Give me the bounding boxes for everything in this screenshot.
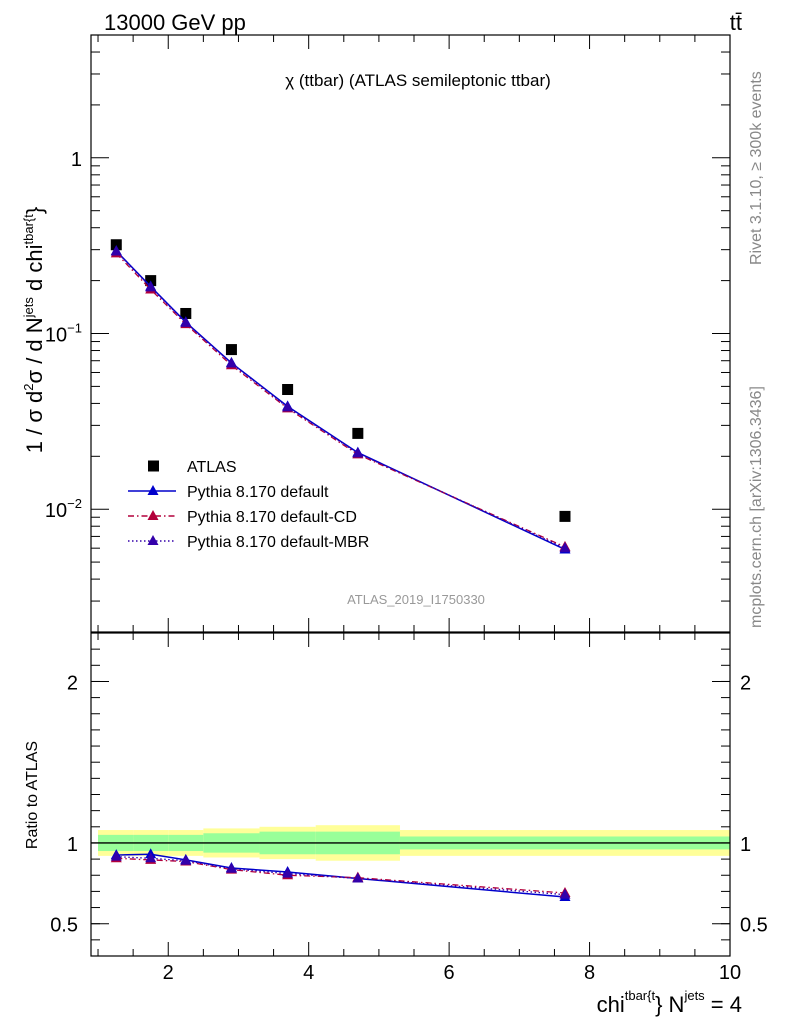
pythia-8-170-default-mbr-point bbox=[352, 447, 364, 458]
ratio-y-tick-label-right: 1 bbox=[740, 834, 751, 856]
ratio-y-tick-label-right: 2 bbox=[740, 672, 751, 694]
main-y-tick-label: 10−2 bbox=[45, 496, 82, 522]
ratio-y-tick-label-left: 2 bbox=[67, 672, 78, 694]
ratio-y-tick-label-right: 0.5 bbox=[740, 915, 768, 937]
ratio-y-axis-label: Ratio to ATLAS bbox=[24, 741, 41, 849]
pythia-8-170-default-mbr-point bbox=[180, 316, 192, 327]
pythia-8-170-default-mbr-point bbox=[110, 245, 122, 256]
pythia-8-170-default-mbr-point bbox=[559, 542, 571, 553]
x-axis-label: chitbar{t} Njets = 4 bbox=[597, 988, 742, 1017]
rivet-label: Rivet 3.1.10, ≥ 300k events bbox=[748, 71, 765, 265]
main-y-tick-label: 10−1 bbox=[45, 321, 82, 347]
legend: ATLAS Pythia 8.170 default Pythia 8.170 de… bbox=[128, 459, 369, 551]
atlas-data-point bbox=[180, 307, 192, 319]
x-tick-label: 8 bbox=[584, 962, 595, 984]
main-plot-title: χ (ttbar) (ATLAS semileptonic ttbar) bbox=[285, 71, 551, 90]
legend-marker-atlas bbox=[148, 460, 159, 472]
ratio-y-tick-label-left: 0.5 bbox=[50, 915, 78, 937]
legend-marker-pythia-8-170-default-mbr bbox=[147, 535, 159, 545]
ratio-pythia-8-170-default-mbr-point bbox=[110, 850, 122, 861]
process-label: tt̄ bbox=[730, 10, 742, 35]
pythia-8-170-default-mbr-point bbox=[225, 357, 237, 368]
main-y-tick-label: 1 bbox=[71, 149, 82, 171]
ratio-pythia-8-170-default-mbr-point bbox=[180, 854, 192, 865]
site-label: mcplots.cern.ch [arXiv:1306.3436] bbox=[748, 386, 765, 628]
ratio-pythia-8-170-default-mbr-point bbox=[145, 852, 157, 863]
ratio-plot-frame bbox=[90, 632, 731, 957]
legend-marker-pythia-8-170-default-cd bbox=[147, 510, 159, 520]
atlas-data-point bbox=[559, 510, 571, 522]
main-y-axis-label: 1 / σ d2σ / d Njets d chitbar{t} bbox=[21, 207, 47, 453]
pythia-8-170-default-line bbox=[115, 250, 566, 551]
analysis-watermark: ATLAS_2019_I1750330 bbox=[347, 592, 485, 607]
atlas-data-point bbox=[225, 344, 237, 356]
main-plot-panel: 1 10−1 10−2 χ (ttbar) (ATLAS semileptonic … bbox=[21, 34, 731, 633]
legend-label: Pythia 8.170 default-CD bbox=[187, 509, 357, 526]
ratio-plot-panel: 0.5 0.5 1 1 2 2 2 4 6 8 10 Ratio to ATLAS chitbar{… bbox=[24, 632, 768, 1017]
atlas-data-point bbox=[352, 427, 364, 439]
x-tick-label: 4 bbox=[303, 962, 314, 984]
legend-label: ATLAS bbox=[187, 459, 237, 476]
ratio-pythia-8-170-default-mbr-point bbox=[282, 867, 294, 878]
pythia-8-170-default-mbr-point bbox=[145, 281, 157, 292]
ratio-y-tick-label-left: 1 bbox=[67, 834, 78, 856]
legend-label: Pythia 8.170 default bbox=[187, 484, 329, 501]
ratio-pythia-8-170-default-mbr-point bbox=[225, 862, 237, 873]
legend-marker-pythia-8-170-default bbox=[147, 485, 159, 495]
ratio-pythia-8-170-default-mbr-point bbox=[559, 888, 571, 899]
energy-label: 13000 GeV pp bbox=[104, 10, 246, 35]
x-tick-label: 2 bbox=[163, 962, 174, 984]
pythia-8-170-default-cd-line bbox=[115, 252, 566, 548]
legend-label: Pythia 8.170 default-MBR bbox=[187, 534, 369, 551]
x-tick-label: 10 bbox=[719, 962, 741, 984]
ratio-pythia-8-170-default-mbr-point bbox=[352, 872, 364, 883]
pythia-8-170-default-mbr-line bbox=[115, 251, 566, 549]
atlas-data-point bbox=[110, 239, 122, 251]
x-tick-label: 6 bbox=[444, 962, 455, 984]
pythia-8-170-default-mbr-point bbox=[282, 401, 294, 412]
atlas-data-point bbox=[282, 384, 294, 396]
